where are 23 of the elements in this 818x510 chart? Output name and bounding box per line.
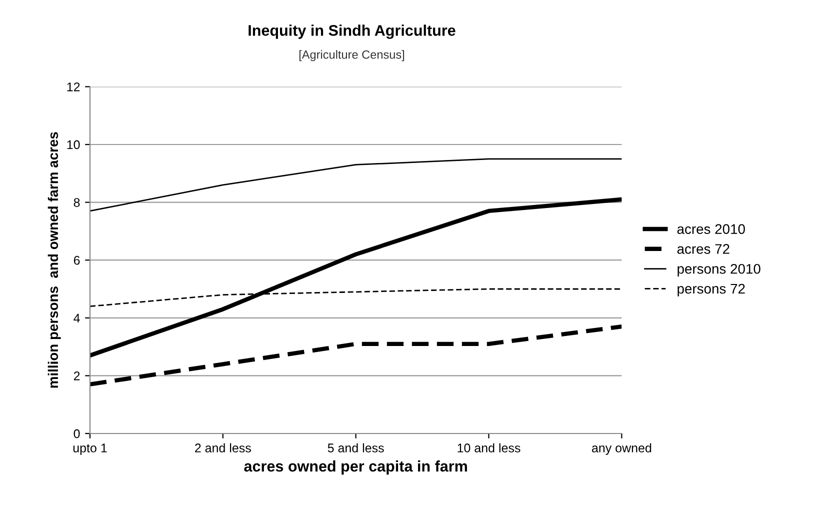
- y-tick-label: 8: [74, 198, 80, 207]
- legend-label: persons 72: [678, 284, 745, 296]
- x-tick-label: 2 and less: [195, 443, 251, 452]
- x-tick-label: upto 1: [73, 444, 107, 455]
- x-tick-label: 5 and less: [328, 443, 384, 452]
- y-tick-label: 10: [67, 140, 80, 150]
- y-axis-title: million persons and owned farm acres: [48, 132, 61, 388]
- x-tick-label: any owned: [592, 443, 652, 455]
- x-tick-label: 10 and less: [458, 443, 520, 452]
- legend-label: acres 2010: [677, 224, 745, 234]
- line-series: [90, 197, 622, 358]
- x-axis-title: acres owned per capita in farm: [244, 460, 467, 475]
- chart-title: Inequity in Sindh Agriculture: [248, 24, 456, 39]
- legend-label: acres 72: [677, 244, 730, 254]
- y-tick-label: 12: [67, 82, 80, 92]
- y-tick-label: 0: [74, 429, 80, 438]
- chart-subtitle: [Agriculture Census]: [299, 50, 404, 62]
- legend-label: persons 2010: [678, 264, 760, 277]
- line-series: [90, 324, 622, 386]
- y-tick-label: 4: [74, 314, 80, 322]
- y-tick-label: 6: [74, 256, 80, 265]
- y-tick-label: 2: [74, 372, 80, 380]
- line-series: [90, 158, 622, 212]
